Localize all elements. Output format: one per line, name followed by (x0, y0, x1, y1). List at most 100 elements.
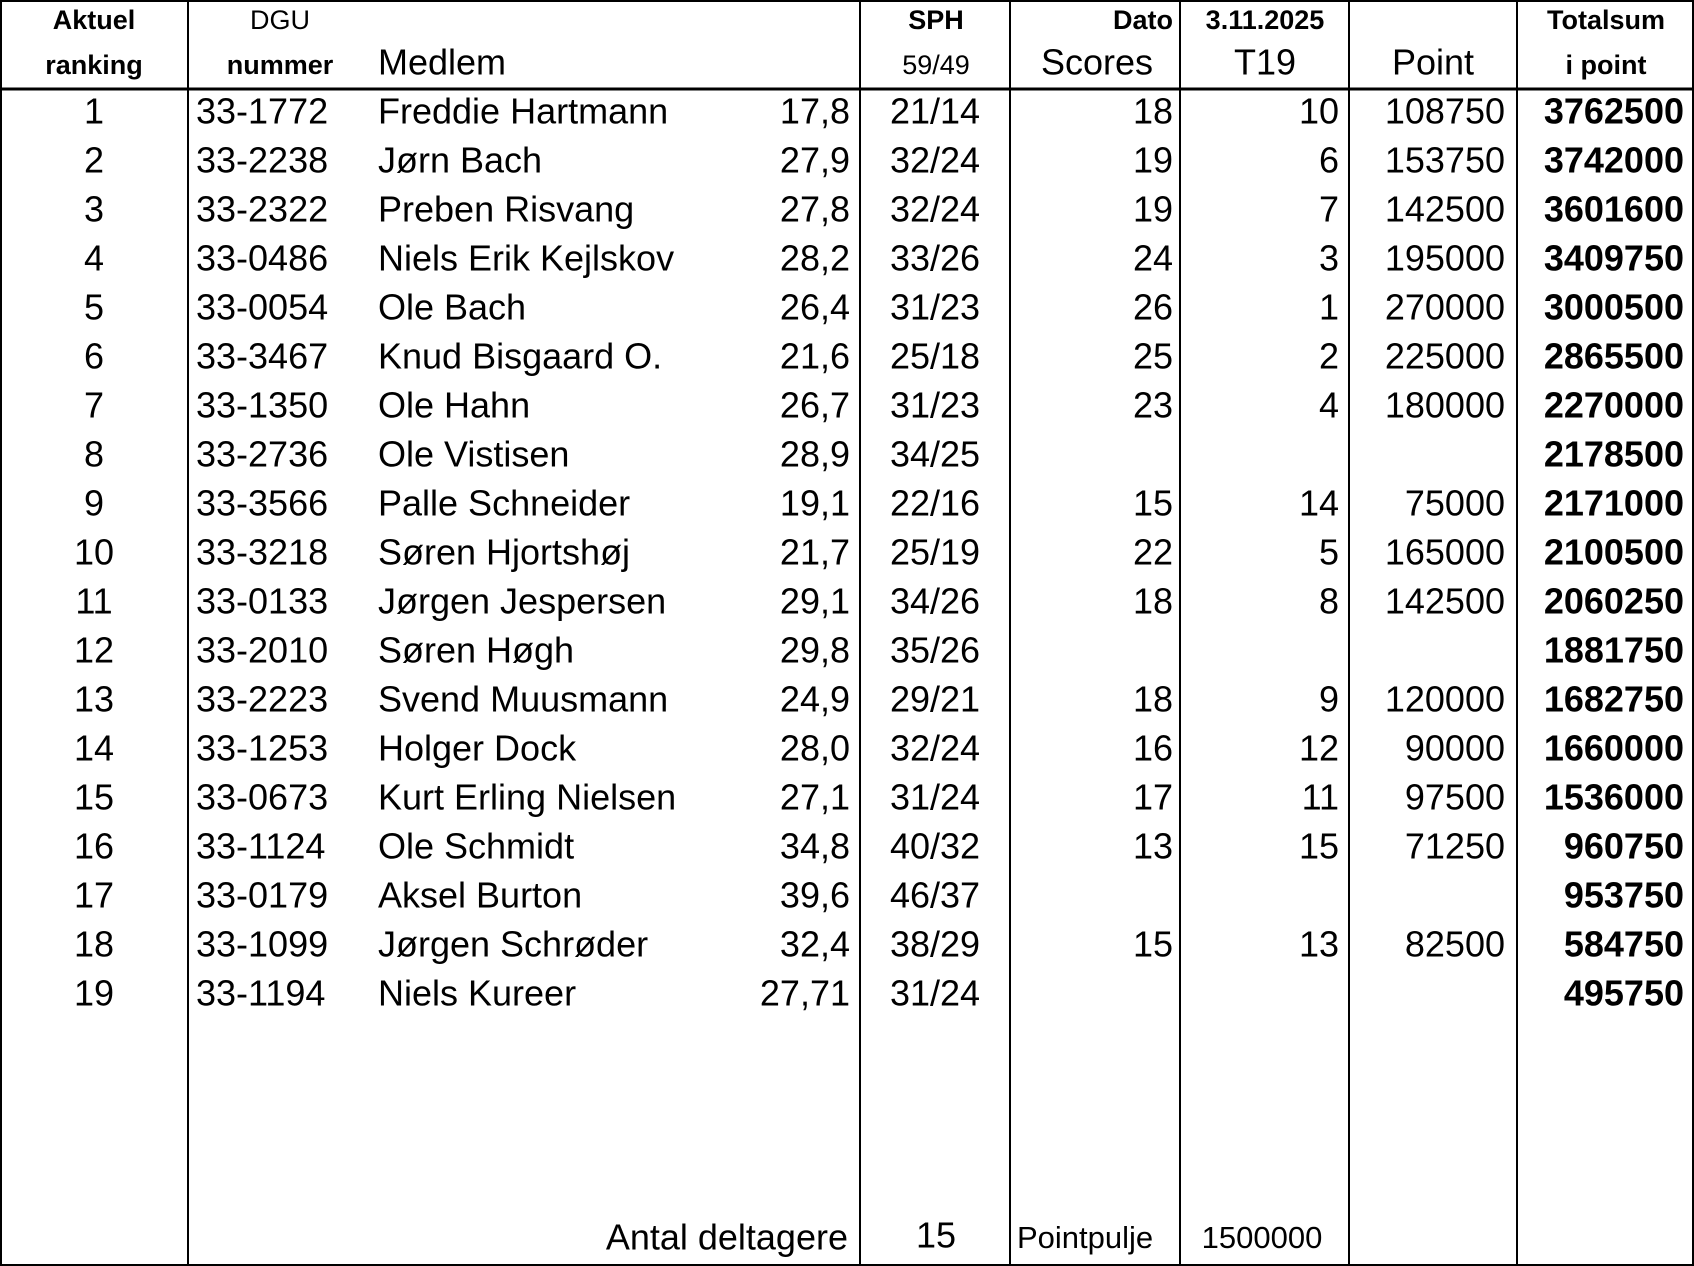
dgu-number: 33-3218 (196, 532, 328, 573)
total-points: 1536000 (1544, 777, 1684, 818)
header-text: Medlem (378, 42, 506, 83)
t19: 12 (1299, 728, 1339, 769)
scores: 22 (1133, 532, 1173, 573)
t19: 14 (1299, 483, 1339, 524)
dgu-number: 33-3566 (196, 483, 328, 524)
handicap: 34,8 (780, 826, 850, 867)
header-text: i point (1566, 50, 1647, 80)
sph: 22/16 (890, 483, 980, 524)
scores: 23 (1133, 385, 1173, 426)
sph: 33/26 (890, 238, 980, 279)
dgu-number: 33-0133 (196, 581, 328, 622)
rank: 3 (84, 189, 104, 230)
footer-value: 15 (916, 1215, 956, 1256)
handicap: 24,9 (780, 679, 850, 720)
rank: 5 (84, 287, 104, 328)
t19: 2 (1319, 336, 1339, 377)
dgu-number: 33-1253 (196, 728, 328, 769)
sph: 32/24 (890, 728, 980, 769)
total-points: 3742000 (1544, 140, 1684, 181)
dgu-number: 33-1099 (196, 924, 328, 965)
t19: 7 (1319, 189, 1339, 230)
dgu-number: 33-1124 (196, 826, 325, 867)
rank: 9 (84, 483, 104, 524)
handicap: 17,8 (780, 91, 850, 132)
t19: 8 (1319, 581, 1339, 622)
sph: 25/19 (890, 532, 980, 573)
member-name: Jørn Bach (378, 140, 542, 181)
rank: 12 (74, 630, 114, 671)
handicap: 27,9 (780, 140, 850, 181)
scores: 19 (1133, 140, 1173, 181)
scores: 13 (1133, 826, 1173, 867)
rank: 17 (74, 875, 114, 916)
point: 165000 (1385, 532, 1505, 573)
t19: 6 (1319, 140, 1339, 181)
t19: 1 (1319, 287, 1339, 328)
t19: 9 (1319, 679, 1339, 720)
handicap: 29,8 (780, 630, 850, 671)
point: 71250 (1405, 826, 1505, 867)
t19: 3 (1319, 238, 1339, 279)
rank: 7 (84, 385, 104, 426)
header-text: Dato (1113, 5, 1173, 35)
dgu-number: 33-2010 (196, 630, 328, 671)
handicap: 29,1 (780, 581, 850, 622)
sph: 29/21 (890, 679, 980, 720)
rank: 16 (74, 826, 114, 867)
rank: 4 (84, 238, 104, 279)
sph: 38/29 (890, 924, 980, 965)
total-points: 2171000 (1544, 483, 1684, 524)
total-points: 953750 (1564, 875, 1684, 916)
sph: 34/25 (890, 434, 980, 475)
sph: 32/24 (890, 189, 980, 230)
t19: 10 (1299, 91, 1339, 132)
member-name: Jørgen Jespersen (378, 581, 666, 622)
header-text: Point (1392, 42, 1474, 83)
total-points: 2100500 (1544, 532, 1684, 573)
dgu-number: 33-2322 (196, 189, 328, 230)
handicap: 27,1 (780, 777, 850, 818)
dgu-number: 33-0179 (196, 875, 328, 916)
dgu-number: 33-0486 (196, 238, 328, 279)
scores: 18 (1133, 679, 1173, 720)
dgu-number: 33-3467 (196, 336, 328, 377)
scores: 19 (1133, 189, 1173, 230)
handicap: 32,4 (780, 924, 850, 965)
member-name: Søren Høgh (378, 630, 574, 671)
header-text: Totalsum (1547, 5, 1665, 35)
footer-label: Pointpulje (1017, 1220, 1153, 1255)
handicap: 26,4 (780, 287, 850, 328)
total-points: 1881750 (1544, 630, 1684, 671)
member-name: Niels Kureer (378, 973, 576, 1014)
point: 90000 (1405, 728, 1505, 769)
member-name: Kurt Erling Nielsen (378, 777, 676, 818)
handicap: 26,7 (780, 385, 850, 426)
header-text: DGU (250, 5, 310, 35)
header-text: Scores (1041, 42, 1153, 83)
dgu-number: 33-2238 (196, 140, 328, 181)
point: 97500 (1405, 777, 1505, 818)
header-text: T19 (1234, 42, 1296, 83)
footer-label: Antal deltagere (606, 1217, 848, 1258)
sph: 31/23 (890, 385, 980, 426)
dgu-number: 33-0054 (196, 287, 328, 328)
point: 142500 (1385, 581, 1505, 622)
handicap: 27,71 (760, 973, 850, 1014)
handicap: 19,1 (780, 483, 850, 524)
sph: 31/24 (890, 777, 980, 818)
scores: 26 (1133, 287, 1173, 328)
rank: 13 (74, 679, 114, 720)
member-name: Aksel Burton (378, 875, 582, 916)
header-text: ranking (45, 50, 143, 80)
point: 120000 (1385, 679, 1505, 720)
total-points: 495750 (1564, 973, 1684, 1014)
member-name: Ole Vistisen (378, 434, 569, 475)
point: 75000 (1405, 483, 1505, 524)
dgu-number: 33-2223 (196, 679, 328, 720)
handicap: 28,0 (780, 728, 850, 769)
sph: 25/18 (890, 336, 980, 377)
